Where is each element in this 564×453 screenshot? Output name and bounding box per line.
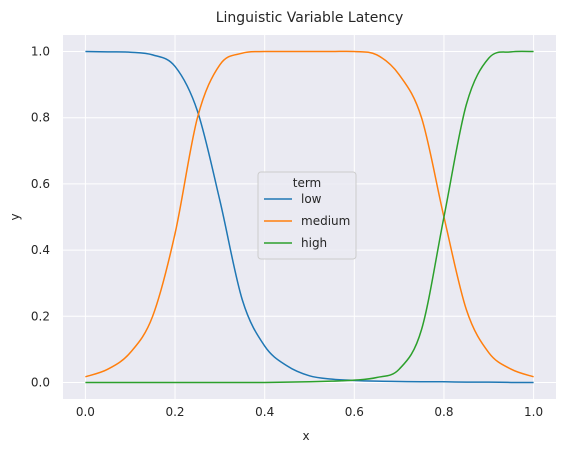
x-tick-label: 0.6 — [345, 405, 364, 419]
legend-label-low: low — [301, 192, 322, 206]
chart-title: Linguistic Variable Latency — [216, 10, 404, 26]
x-tick-label: 0.0 — [76, 405, 95, 419]
series-line-medium — [85, 50, 534, 378]
y-tick-label: 0.4 — [31, 243, 50, 257]
x-tick-label: 0.2 — [165, 405, 184, 419]
legend: term low medium high — [257, 171, 357, 260]
series-line-low — [85, 50, 534, 384]
x-tick-label: 0.8 — [434, 405, 453, 419]
y-tick-label: 0.8 — [31, 111, 50, 125]
legend-items: low medium high — [264, 192, 350, 250]
legend-label-high: high — [301, 236, 327, 250]
y-axis-label: y — [8, 213, 22, 220]
series-line-high — [85, 50, 534, 384]
y-tick-label: 0.0 — [31, 375, 50, 389]
y-tick-label: 0.6 — [31, 177, 50, 191]
x-axis-label: x — [302, 429, 309, 443]
y-tick-label: 0.2 — [31, 309, 50, 323]
y-axis-ticks: 0.0 0.2 0.4 0.6 0.8 1.0 — [31, 45, 50, 390]
x-tick-label: 0.4 — [255, 405, 274, 419]
y-tick-label: 1.0 — [31, 45, 50, 59]
x-tick-label: 1.0 — [524, 405, 543, 419]
series-lines — [85, 50, 534, 384]
legend-label-medium: medium — [301, 214, 350, 228]
legend-title: term — [293, 176, 322, 190]
x-axis-ticks: 0.0 0.2 0.4 0.6 0.8 1.0 — [76, 405, 543, 419]
legend-box — [257, 171, 357, 260]
